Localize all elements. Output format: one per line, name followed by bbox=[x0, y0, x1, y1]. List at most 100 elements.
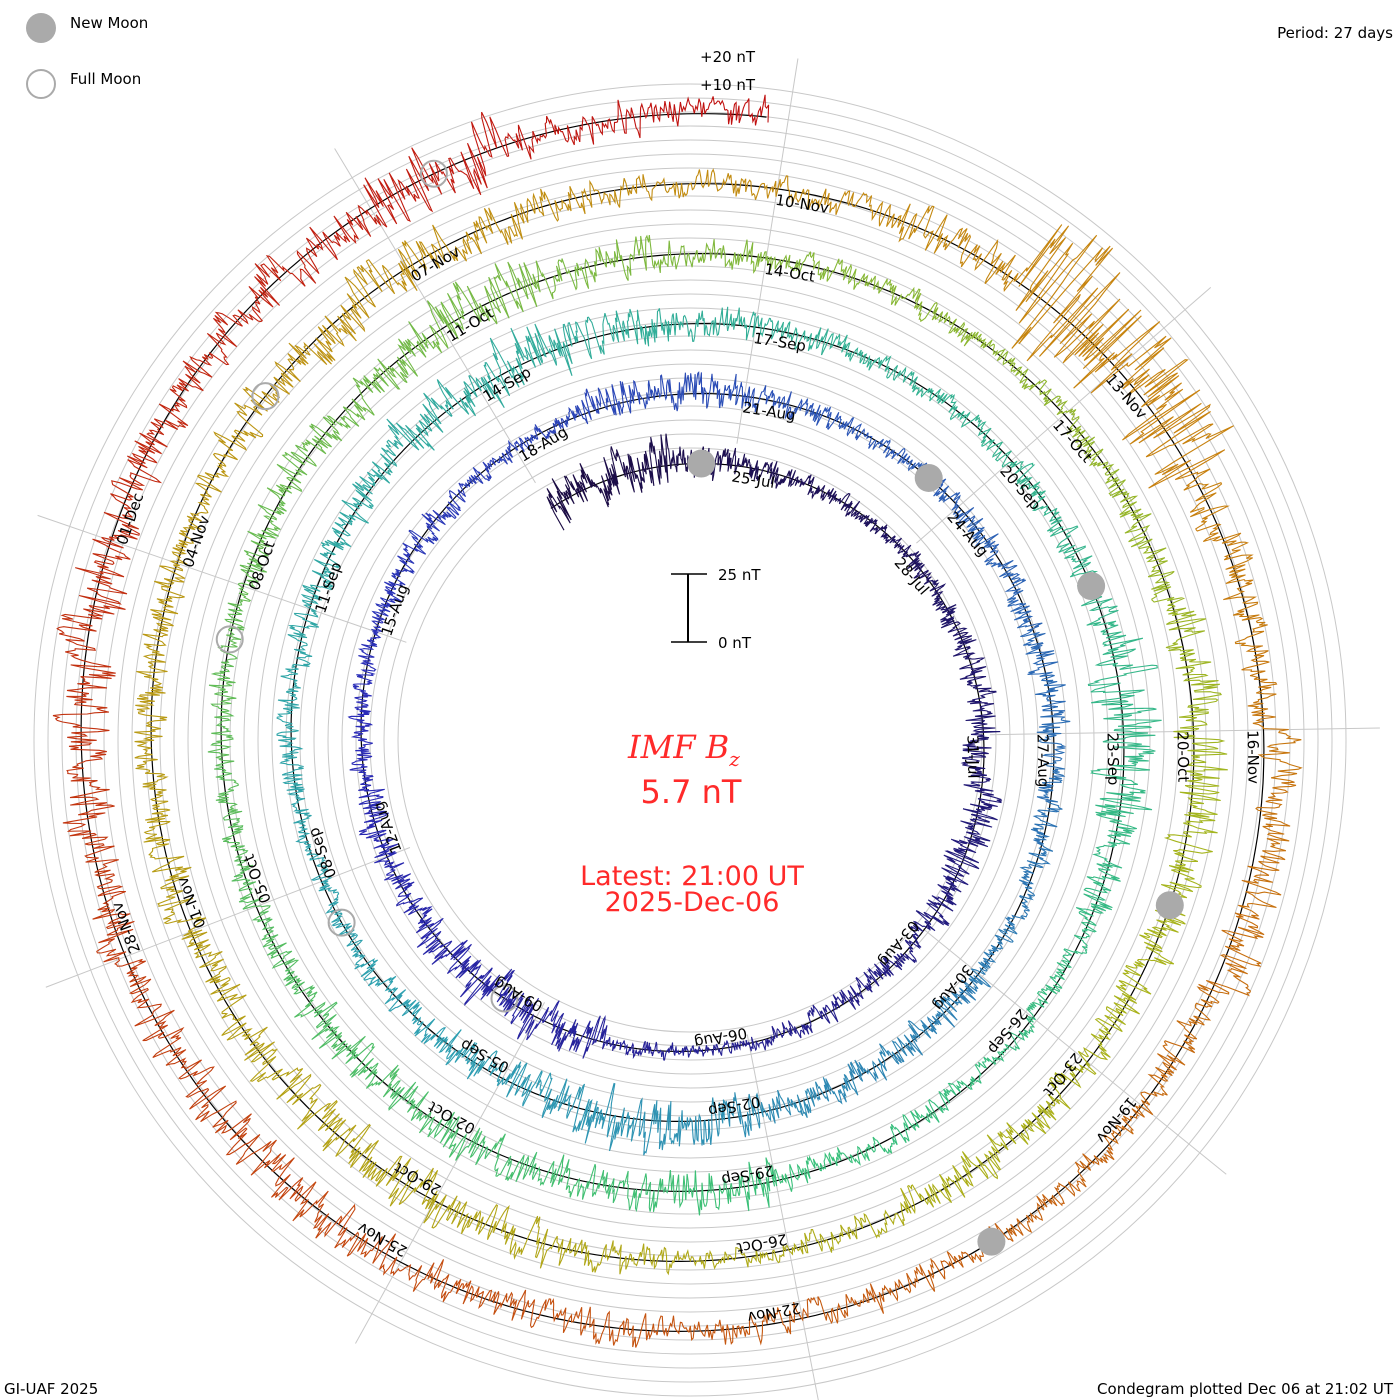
bz-trace-segment bbox=[766, 461, 802, 489]
bz-trace-segment bbox=[189, 1085, 261, 1156]
date-label: 26-Sep bbox=[984, 1005, 1031, 1057]
scale-bar bbox=[671, 573, 707, 643]
bz-trace-segment bbox=[597, 379, 641, 416]
bz-trace-segment bbox=[1147, 1034, 1197, 1097]
grid-spoke bbox=[916, 286, 1212, 544]
bz-trace-segment bbox=[636, 433, 670, 489]
bz-trace-segment bbox=[126, 971, 175, 1042]
grid-ring bbox=[257, 307, 1123, 1173]
bz-trace-segment bbox=[305, 204, 382, 261]
new-moon-marker bbox=[1155, 891, 1184, 920]
new-moon-marker bbox=[1077, 572, 1106, 601]
bz-trace-segment bbox=[1179, 774, 1221, 834]
bz-trace-segment bbox=[493, 436, 531, 465]
grid-ring bbox=[61, 111, 1319, 1369]
bz-trace-segment bbox=[953, 961, 991, 1005]
bz-trace-segment bbox=[927, 875, 969, 912]
bz-trace-segment bbox=[1142, 545, 1182, 603]
date-label: 19-Nov bbox=[1092, 1093, 1140, 1146]
axis-label-plus10: +10 nT bbox=[700, 76, 756, 94]
bz-trace-segment bbox=[838, 417, 877, 449]
bz-trace-segment bbox=[579, 99, 651, 145]
bz-trace-segment bbox=[630, 174, 696, 202]
date-label: 14-Sep bbox=[480, 363, 535, 406]
bz-trace-segment bbox=[809, 1071, 859, 1105]
bz-trace-segment bbox=[1241, 645, 1278, 714]
date-label: 31-Jul bbox=[964, 735, 983, 779]
date-label: 10-Nov bbox=[774, 191, 830, 217]
bz-trace-segment bbox=[913, 292, 966, 338]
bz-trace-segment bbox=[1047, 525, 1093, 575]
bz-trace-segment bbox=[1018, 845, 1054, 889]
bz-trace-segment bbox=[759, 175, 827, 210]
bz-trace-segment bbox=[1036, 759, 1066, 803]
bz-trace-segment bbox=[142, 578, 185, 643]
bz-trace-segment bbox=[478, 1289, 552, 1329]
date-label: 25-Jul bbox=[730, 467, 776, 492]
bz-trace-segment bbox=[859, 1185, 916, 1239]
bz-trace-segment bbox=[970, 1043, 1010, 1085]
bz-trace-segment bbox=[745, 1239, 808, 1268]
footer-plot-time: Condegram plotted Dec 06 at 21:02 UT bbox=[1097, 1380, 1394, 1398]
bz-trace-segment bbox=[235, 1139, 304, 1202]
bz-trace-segment bbox=[345, 1042, 400, 1098]
bz-trace-segment bbox=[965, 703, 1001, 741]
bz-trace-segment bbox=[564, 388, 602, 428]
bz-trace-segment bbox=[1223, 579, 1268, 647]
date-label: 25-Nov bbox=[354, 1219, 410, 1261]
bz-trace-segment bbox=[1092, 815, 1137, 871]
full-moon-marker bbox=[419, 159, 448, 188]
bz-trace-segment bbox=[249, 1048, 315, 1106]
bz-trace-segment bbox=[1027, 481, 1063, 532]
bz-trace-segment bbox=[1030, 801, 1063, 847]
bz-trace-segment bbox=[625, 1040, 663, 1060]
bz-trace-segment bbox=[734, 453, 770, 481]
baseline-spiral bbox=[80, 113, 1265, 1333]
latest-date: 2025-Dec-06 bbox=[605, 887, 780, 918]
bz-trace-segment bbox=[276, 691, 300, 741]
bz-trace-segment bbox=[92, 477, 146, 549]
full-moon-marker bbox=[490, 984, 519, 1013]
bz-trace-segment bbox=[1083, 448, 1128, 498]
date-label: 12-Aug bbox=[370, 799, 406, 855]
grid-ring bbox=[173, 223, 1207, 1257]
bz-trace-segment bbox=[1035, 671, 1066, 718]
bz-trace-segment bbox=[300, 552, 341, 601]
bz-trace-segment bbox=[960, 1128, 1017, 1180]
bz-trace-segment bbox=[639, 374, 682, 412]
bz-trace-segment bbox=[1176, 979, 1252, 1040]
new-moon-marker bbox=[914, 463, 943, 492]
bz-trace-segment bbox=[1255, 779, 1297, 852]
grid-spoke bbox=[746, 1034, 819, 1400]
grid-ring bbox=[131, 181, 1249, 1299]
bz-trace-segment bbox=[483, 327, 537, 397]
bz-trace-segment bbox=[287, 315, 357, 366]
bz-trace-segment bbox=[942, 227, 1016, 285]
bz-trace-segment bbox=[923, 579, 957, 611]
bz-trace-segment bbox=[623, 1243, 686, 1276]
date-label: 17-Sep bbox=[752, 329, 807, 355]
bz-trace-segment bbox=[1148, 449, 1230, 525]
bz-trace-segment bbox=[1090, 768, 1153, 818]
bz-trace-segment bbox=[504, 115, 581, 160]
bz-trace-segment bbox=[693, 239, 754, 270]
date-label: 18-Aug bbox=[516, 423, 571, 466]
bz-trace-segment bbox=[1057, 1141, 1115, 1197]
bz-trace-segment bbox=[206, 296, 264, 366]
bz-trace-segment bbox=[959, 808, 998, 848]
bz-trace-segment bbox=[750, 242, 811, 276]
bz-trace-segment bbox=[516, 997, 561, 1041]
bz-trace-segment bbox=[207, 707, 235, 764]
bz-trace-segment bbox=[157, 888, 209, 948]
bz-trace-segment bbox=[908, 1164, 974, 1208]
bz-trace-segment bbox=[1087, 664, 1158, 717]
date-label: 11-Oct bbox=[444, 304, 497, 346]
bz-trace-segment bbox=[1036, 716, 1071, 760]
bz-trace-segment bbox=[248, 247, 320, 308]
bz-trace-segment bbox=[925, 1080, 975, 1123]
bz-trace-segment bbox=[576, 310, 630, 360]
grid-ring bbox=[75, 125, 1305, 1355]
bz-trace-segment bbox=[1119, 492, 1153, 550]
grid-ring bbox=[187, 237, 1193, 1243]
bz-trace-segment bbox=[1055, 396, 1096, 450]
